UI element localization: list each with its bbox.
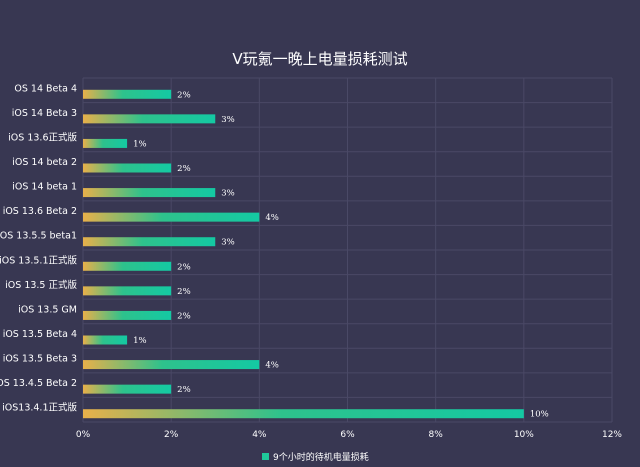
data-label: 2%: [177, 311, 191, 321]
category-label: iOS 13.5 Beta 4: [3, 329, 77, 340]
category-label: iOS 14 Beta 3: [12, 108, 77, 119]
x-tick-label: 10%: [514, 430, 534, 440]
category-label: iOS 14 beta 2: [12, 157, 77, 168]
x-tick-label: 6%: [340, 430, 355, 440]
bar: [83, 384, 172, 394]
category-label: iOS 13.6正式版: [8, 131, 77, 143]
x-tick-label: 8%: [429, 430, 444, 440]
x-tick-label: 0%: [76, 430, 91, 440]
category-label: iOS 13.5.5 beta1: [0, 231, 77, 242]
bar: [83, 114, 216, 124]
data-label: 3%: [221, 115, 235, 125]
category-labels: OS 14 Beta 4 iOS 14 Beta 3 iOS 13.6正式版 iOS …: [0, 83, 77, 413]
data-label: 2%: [177, 287, 191, 297]
bar: [83, 335, 128, 345]
data-label: 2%: [177, 385, 191, 395]
bar: [83, 138, 128, 148]
legend: 9个小时的待机电量损耗: [262, 451, 369, 463]
category-label: iOS 13.5 正式版: [5, 279, 77, 291]
category-label: iOS 13.6 Beta 2: [3, 206, 77, 217]
bar: [83, 188, 216, 198]
category-label: iOS 13.5 GM: [18, 304, 77, 315]
grid: [82, 77, 613, 423]
bar: [83, 237, 216, 247]
category-label: iOS 13.5.1正式版: [0, 254, 77, 266]
category-label: iOS 13.4.5 Beta 2: [0, 378, 77, 389]
legend-swatch: [262, 453, 269, 460]
data-label: 1%: [133, 336, 147, 346]
data-label: 4%: [265, 213, 279, 223]
data-label: 3%: [221, 238, 235, 248]
x-tick-label: 2%: [164, 430, 179, 440]
bar: [83, 89, 172, 99]
bar: [83, 163, 172, 173]
chart-title: V玩氪一晚上电量损耗测试: [232, 50, 407, 68]
data-label: 2%: [177, 164, 191, 174]
bars: 2% 3% 1% 2% 3% 4% 3% 2% 2% 2% 1% 4% 2% 10%: [83, 89, 549, 420]
category-label: iOS13.4.1正式版: [2, 402, 77, 414]
x-tick-label: 4%: [252, 430, 267, 440]
data-label: 2%: [177, 90, 191, 100]
bar: [83, 261, 172, 271]
data-label: 4%: [265, 361, 279, 371]
x-tick-label: 12%: [602, 430, 622, 440]
data-label: 1%: [133, 139, 147, 149]
bar: [83, 212, 260, 222]
x-axis: 0% 2% 4% 6% 8% 10% 12%: [76, 430, 623, 440]
category-label: iOS 13.5 Beta 3: [3, 354, 77, 365]
legend-label: 9个小时的待机电量损耗: [273, 451, 369, 463]
data-label: 2%: [177, 262, 191, 272]
category-label: iOS 14 beta 1: [12, 182, 77, 193]
bar: [83, 409, 524, 419]
bar: [83, 310, 172, 320]
bar: [83, 286, 172, 296]
data-label: 10%: [530, 410, 549, 420]
bar: [83, 360, 260, 370]
category-label: OS 14 Beta 4: [14, 83, 77, 94]
data-label: 3%: [221, 189, 235, 199]
